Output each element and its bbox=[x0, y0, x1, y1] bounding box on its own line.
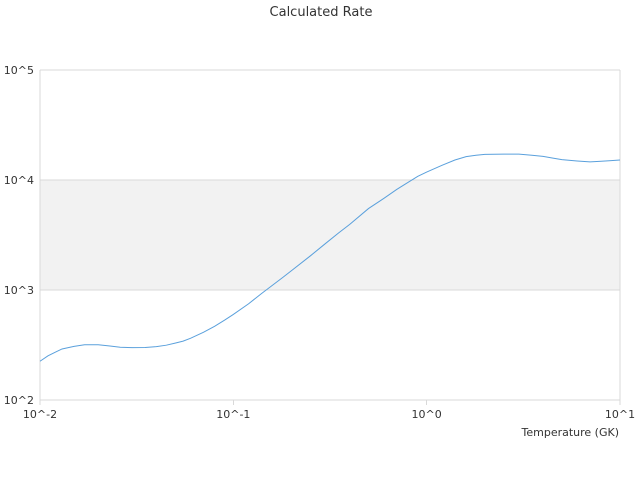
y-tick-label: 10^2 bbox=[4, 394, 34, 407]
series-line-rate bbox=[39, 153, 621, 362]
shaded-band bbox=[40, 180, 620, 290]
y-tick-label: 10^4 bbox=[4, 174, 34, 187]
x-tick-label: 10^0 bbox=[412, 408, 442, 421]
y-tick-label: 10^5 bbox=[4, 64, 34, 77]
chart-title: Calculated Rate bbox=[270, 5, 373, 20]
x-axis-label: Temperature (GK) bbox=[521, 426, 620, 439]
x-tick-label: 10^-1 bbox=[216, 408, 250, 421]
y-tick-label: 10^3 bbox=[4, 284, 34, 297]
plot-area: 10^2 10^3 10^4 10^5 10^-2 10^-1 10^0 10^1 bbox=[4, 64, 635, 421]
x-tick-label: 10^-2 bbox=[23, 408, 57, 421]
x-tick-label: 10^1 bbox=[605, 408, 635, 421]
